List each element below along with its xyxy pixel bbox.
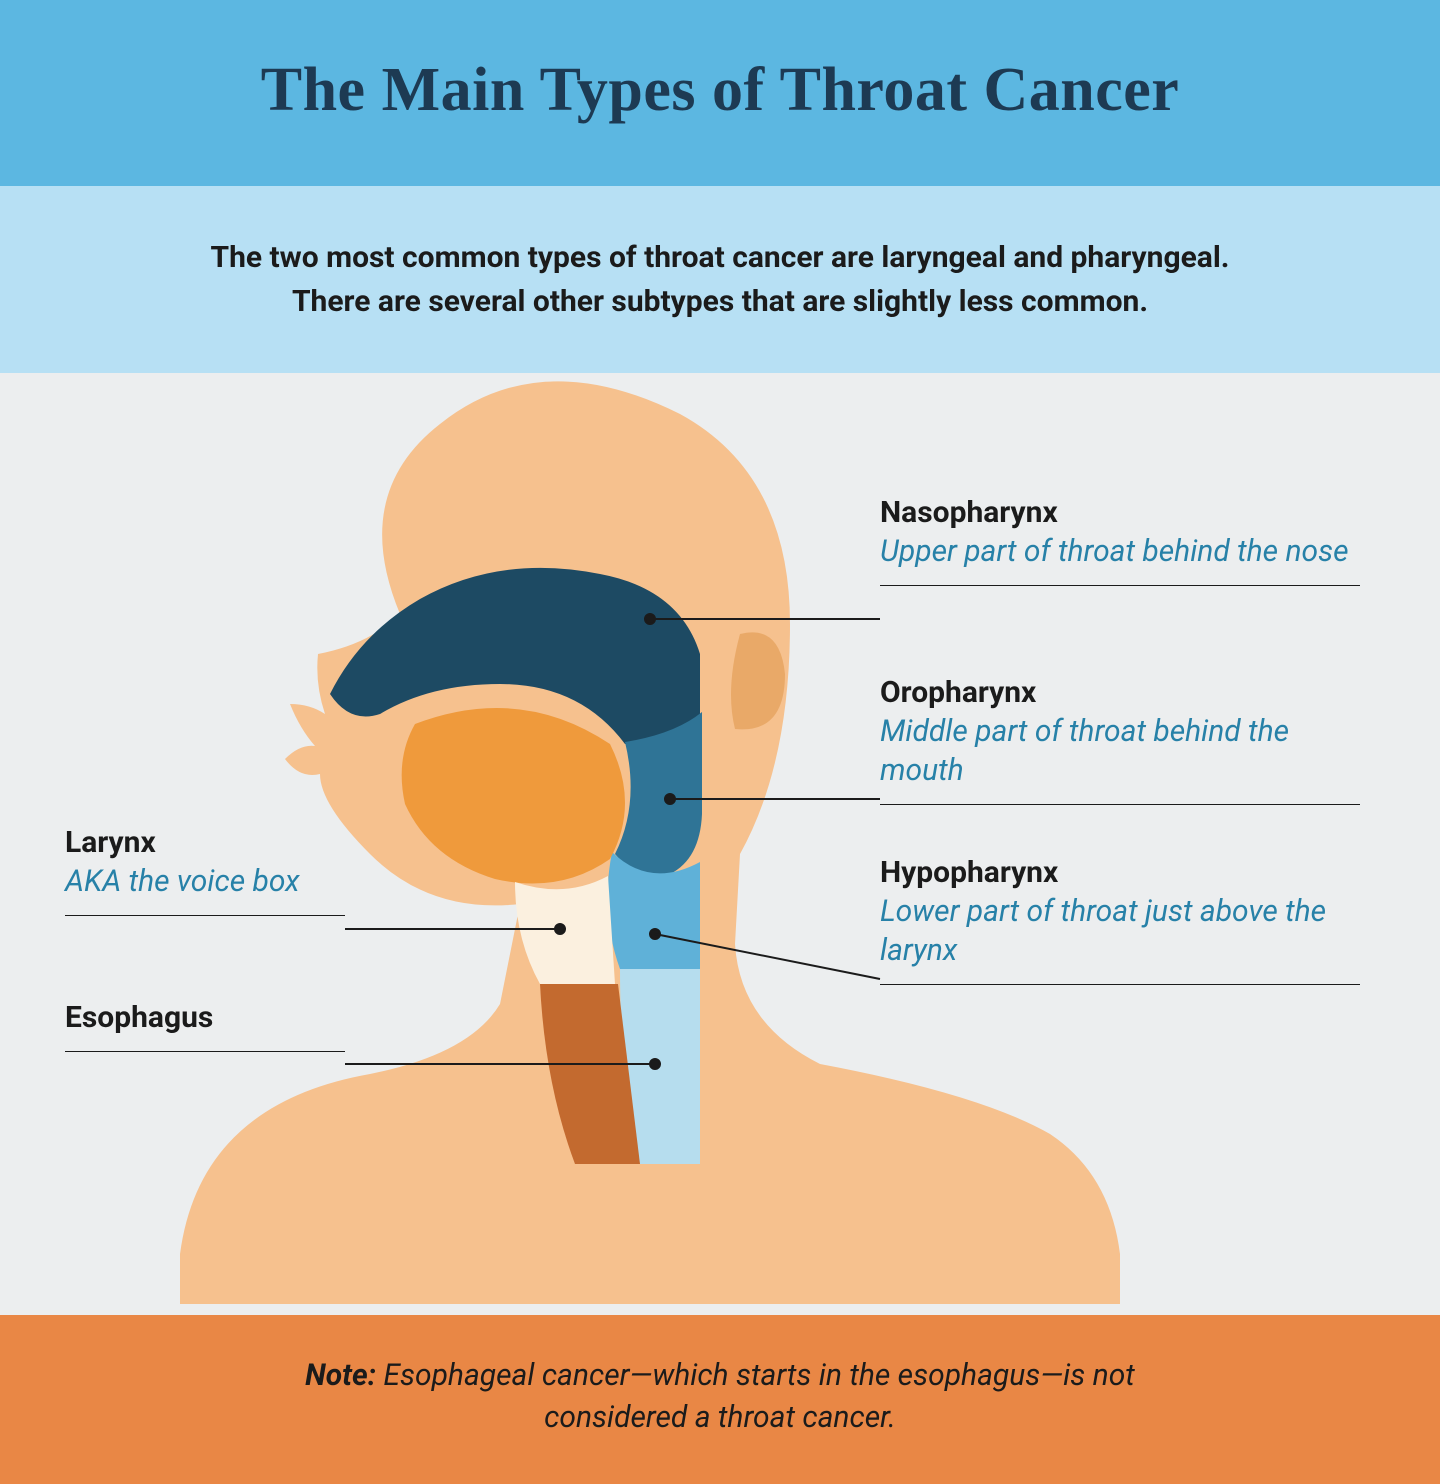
label-hypopharynx: Hypopharynx Lower part of throat just ab…	[880, 853, 1360, 985]
note-band: Note: Esophageal cancer—which starts in …	[0, 1315, 1440, 1484]
diagram-area: Nasopharynx Upper part of throat behind …	[0, 373, 1440, 1315]
infographic-container: The Main Types of Throat Cancer The two …	[0, 0, 1440, 1484]
note-text: Note: Esophageal cancer—which starts in …	[60, 1355, 1380, 1439]
subtitle-band: The two most common types of throat canc…	[0, 186, 1440, 373]
main-title: The Main Types of Throat Cancer	[40, 55, 1400, 126]
label-nasopharynx: Nasopharynx Upper part of throat behind …	[880, 493, 1360, 586]
title-band: The Main Types of Throat Cancer	[0, 0, 1440, 186]
label-esophagus: Esophagus	[65, 998, 345, 1052]
label-larynx: Larynx AKA the voice box	[65, 823, 345, 916]
label-oropharynx: Oropharynx Middle part of throat behind …	[880, 673, 1360, 805]
subtitle-text: The two most common types of throat canc…	[60, 236, 1380, 323]
